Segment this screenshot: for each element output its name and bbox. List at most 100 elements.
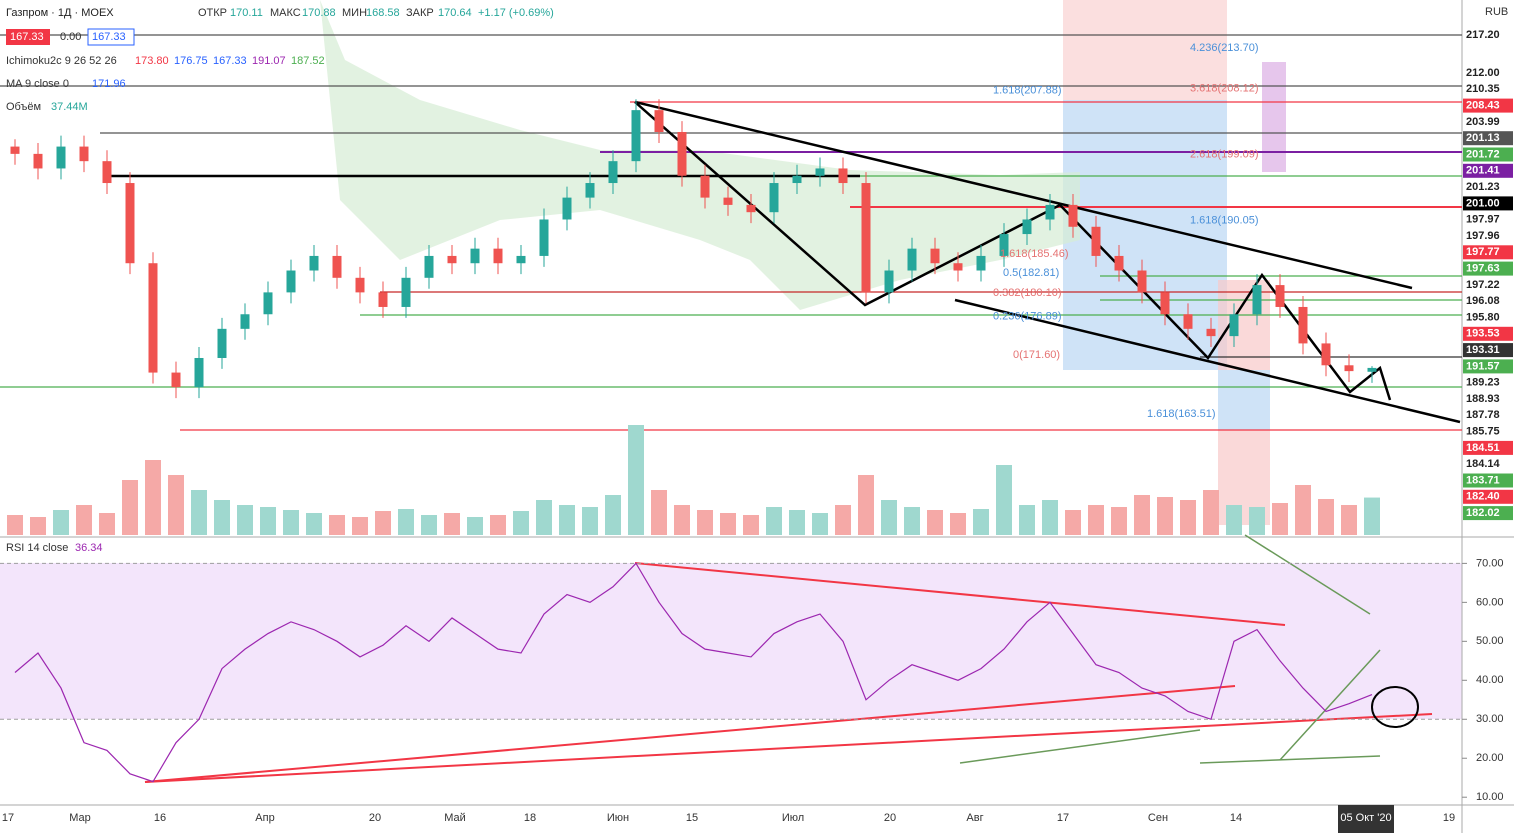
rsi-tick-label: 50.00 [1476,635,1504,647]
axis-tag [1463,473,1513,488]
legend-text: RUB [1485,6,1508,18]
candle-body [263,292,273,315]
fib-label: 1.618(190.05) [1190,214,1259,226]
volume-bar [1341,505,1357,535]
axis-label: 197.97 [1466,214,1500,226]
volume-bar [99,513,115,535]
volume-bar [122,480,138,535]
candle-body [1275,285,1285,307]
axis-tag [1463,310,1513,325]
date-label: 14 [1230,812,1242,824]
candle-body [1183,314,1193,329]
volume-bar [306,513,322,535]
bid-box [6,29,50,45]
rsi-trend-lines [144,562,1433,783]
date-label: 05 Окт '20 [1340,812,1391,824]
cloud [320,0,1080,310]
candle-body [1160,292,1170,315]
volume-bar [1042,500,1058,535]
axis-tag [1463,506,1513,521]
volume-bar [605,495,621,535]
rsi-tick-label: 10.00 [1476,791,1504,803]
axis-label: 187.78 [1466,409,1500,421]
axis-tag [1463,489,1513,504]
candle-body [953,263,963,271]
date-label: 17 [2,812,14,824]
volume-bar [1088,505,1104,535]
candle-body [815,168,825,176]
candle-body [240,314,250,329]
candle-body [976,255,986,271]
volume-bar [582,507,598,535]
axis-label: 188.93 [1466,393,1500,405]
legend-text: 170.88 [302,7,336,19]
volume-bar [950,513,966,535]
volume-bar [1295,485,1311,535]
volume-bar [720,513,736,535]
candle-body [1344,365,1354,372]
axis-tag [1463,114,1513,129]
legend-text: Ichimoku2c 9 26 52 26 [6,55,117,67]
fib-label: 0(171.60) [1013,349,1060,361]
axis-label: 201.00 [1466,197,1500,209]
date-label: 17 [1057,812,1069,824]
axis-tag [1463,82,1513,97]
volume-bar [1203,490,1219,535]
candle-body [493,248,503,264]
volume-bar [168,475,184,535]
candle-body [930,248,940,264]
rsi-tick-label: 20.00 [1476,752,1504,764]
axis-label: 217.20 [1466,29,1500,41]
rsi-line [14,562,1373,783]
candle-body [1137,270,1147,293]
volume-bar [76,505,92,535]
axis-tag [1463,277,1513,292]
volume-bar [904,507,920,535]
candle-body [884,270,894,293]
candle-body [424,255,434,278]
legend-text: МИН [342,7,367,19]
rsi-band [0,563,1462,719]
axis-label: 197.96 [1466,230,1500,242]
axis-tag [1463,163,1513,178]
candle-body [125,183,135,264]
fib-label: 0.382(180.10) [993,287,1062,299]
candle-body [1298,306,1308,344]
axis-label: 208.43 [1466,100,1500,112]
volume-bar [743,515,759,535]
candle-body [838,168,848,184]
volume-bar [1111,507,1127,535]
axis-tag [1463,28,1513,42]
candle-body [33,153,43,169]
volume-bar [881,500,897,535]
volume-bar [1318,499,1334,535]
volume-bar [214,500,230,535]
candle-body [1229,314,1239,337]
volume-bar [628,425,644,535]
volume-bar [53,510,69,535]
date-label: Июл [782,812,804,824]
candle-body [102,161,112,184]
candle-body [1321,343,1331,366]
candle-body [401,277,411,307]
volume-bar [375,511,391,535]
volume-bar [858,475,874,535]
volume-bar [260,507,276,535]
legend-text: 171.96 [92,78,126,90]
volume-bar [329,515,345,535]
axis-tag [1463,261,1513,276]
axis-tag [1463,229,1513,243]
candle-body [1045,204,1055,220]
rsi-tick-label: 70.00 [1476,557,1504,569]
volume-bar [973,509,989,535]
axis-label: 189.23 [1466,377,1500,389]
axis-tag [1463,408,1513,423]
legend-text: 36.34 [75,542,103,554]
date-label: 19 [1443,812,1455,824]
candle-body [907,248,917,271]
volume-bar [145,460,161,535]
rsi-tick-label: 60.00 [1476,596,1504,608]
candle-body [355,277,365,293]
candle-body [332,255,342,278]
fib-label: 3.618(208.12) [1190,83,1259,95]
